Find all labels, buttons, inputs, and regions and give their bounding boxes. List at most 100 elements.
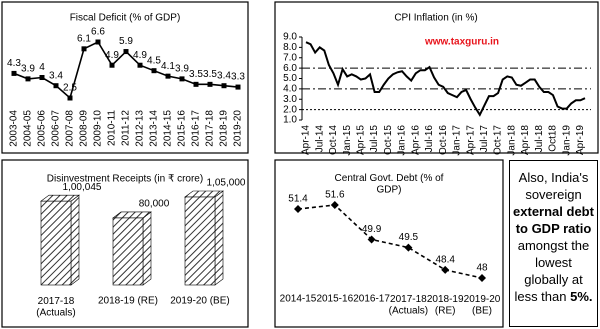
series-line (305, 41, 586, 117)
marker (235, 84, 241, 90)
x-tick-label: 2010-11 (107, 110, 118, 146)
x-tick-label: Jan-16 (397, 125, 408, 156)
data-label: 80,000 (139, 199, 170, 210)
x-tick-label: 2017-18 (Actuals) (36, 296, 75, 319)
x-tick-label: 2016-17 (191, 110, 202, 147)
data-label: 49.9 (362, 224, 382, 235)
x-tick-label: Apr-19 (575, 125, 586, 155)
y-tick-label: 2.0 (283, 104, 297, 115)
x-tick-label: 2016-17 (353, 294, 390, 305)
x-tick-label: Jan-15 (342, 125, 353, 156)
panel-frame (274, 159, 504, 328)
marker (151, 68, 157, 74)
y-tick-label: 4.0 (283, 84, 297, 95)
data-label: 3.5 (203, 69, 217, 80)
x-tick-label: Jan-19 (561, 125, 572, 156)
bar (112, 211, 152, 286)
marker (109, 62, 115, 68)
y-tick-label: 5.0 (283, 73, 297, 84)
x-tick-label: 2014-15 (280, 294, 317, 305)
note-text: Also, India's sovereign (518, 170, 589, 202)
chart-title: Fiscal Deficit (% of GDP) (70, 13, 181, 24)
x-tick-label: 2014-15 (163, 110, 174, 147)
x-tick-label: Apr-16 (410, 125, 421, 155)
marker (67, 95, 73, 101)
bar-front (184, 196, 216, 286)
data-label: 51.6 (325, 190, 345, 201)
x-tick-label: 2003-04 (9, 110, 20, 147)
x-tick-label: Apr-17 (465, 125, 476, 155)
data-label: 4.5 (147, 55, 161, 66)
bar-side (142, 211, 152, 286)
marker (330, 201, 339, 209)
note-text: 5%. (570, 289, 593, 304)
data-label: 1,05,000 (207, 178, 246, 189)
x-tick-label: 2011-12 (121, 110, 132, 146)
x-tick-label: Oct18 (548, 125, 559, 152)
data-label: 3.4 (49, 70, 63, 81)
x-tick-label: 2004-05 (23, 110, 34, 147)
marker (207, 81, 213, 87)
data-label: 4 (39, 62, 45, 73)
bar (184, 190, 224, 286)
x-tick-label: Oct-16 (438, 125, 449, 155)
marker (179, 76, 185, 82)
x-tick-label: 2012-13 (135, 110, 146, 147)
panel-frame (1, 1, 249, 154)
y-tick-label: 8.0 (283, 42, 297, 53)
x-tick-label: Jul-18 (534, 125, 545, 153)
data-label: 3.9 (175, 64, 189, 75)
marker (165, 73, 171, 79)
y-tick-label: 7.0 (283, 52, 297, 63)
x-tick-label: Apr-18 (520, 125, 531, 155)
marker (81, 46, 87, 52)
panel-frame (1, 159, 249, 328)
data-label: 3.3 (231, 72, 245, 83)
marker (11, 70, 17, 76)
marker (39, 75, 45, 81)
chart-title: Central Govt. Debt (% of GDP) (335, 173, 444, 196)
x-tick-label: 2007-08 (65, 110, 76, 147)
x-tick-label: 2019-20 (BE) (464, 294, 501, 317)
x-tick-label: 2008-09 (79, 110, 90, 147)
marker (123, 49, 129, 55)
y-tick-label: 9.0 (283, 32, 297, 43)
x-tick-label: 2018-19 (RE) (427, 294, 464, 317)
data-label: 4.3 (7, 58, 21, 69)
x-tick-label: Jan-18 (506, 125, 517, 156)
x-tick-label: Apr-14 (301, 125, 312, 155)
data-label: 3.5 (189, 69, 203, 80)
marker (53, 83, 59, 89)
data-label: 1,00,045 (63, 182, 102, 193)
data-label: 6.6 (91, 27, 105, 38)
x-tick-label: Apr-15 (356, 125, 367, 155)
x-tick-label: Oct-17 (493, 125, 504, 155)
x-tick-label: Jul-16 (424, 125, 435, 153)
x-tick-label: Jan-17 (452, 125, 463, 156)
data-label: 4.1 (161, 61, 175, 72)
x-tick-label: Jul-17 (479, 125, 490, 153)
data-label: 4.9 (133, 50, 147, 61)
y-tick-label: 1.0 (283, 115, 297, 126)
bar (40, 194, 80, 286)
marker (441, 265, 450, 274)
bar-side (70, 194, 80, 286)
watermark: www.taxguru.in (424, 37, 499, 48)
panel-frame (274, 1, 599, 154)
x-tick-label: 2009-10 (93, 110, 104, 147)
y-tick-label: 3.0 (283, 94, 297, 105)
data-label: 51.4 (288, 194, 308, 205)
data-label: 2.5 (63, 83, 77, 94)
data-label: 3.4 (217, 70, 231, 81)
marker (294, 205, 302, 214)
marker (95, 39, 101, 45)
x-tick-label: 2019-20 (233, 110, 244, 147)
data-label: 6.1 (77, 33, 91, 44)
x-tick-label: 2015-16 (177, 110, 188, 147)
x-tick-label: Oct-14 (328, 125, 339, 155)
marker (25, 76, 31, 82)
marker (478, 274, 486, 282)
data-label: 4.9 (105, 50, 119, 61)
x-tick-label: 2018-19 (219, 110, 230, 147)
